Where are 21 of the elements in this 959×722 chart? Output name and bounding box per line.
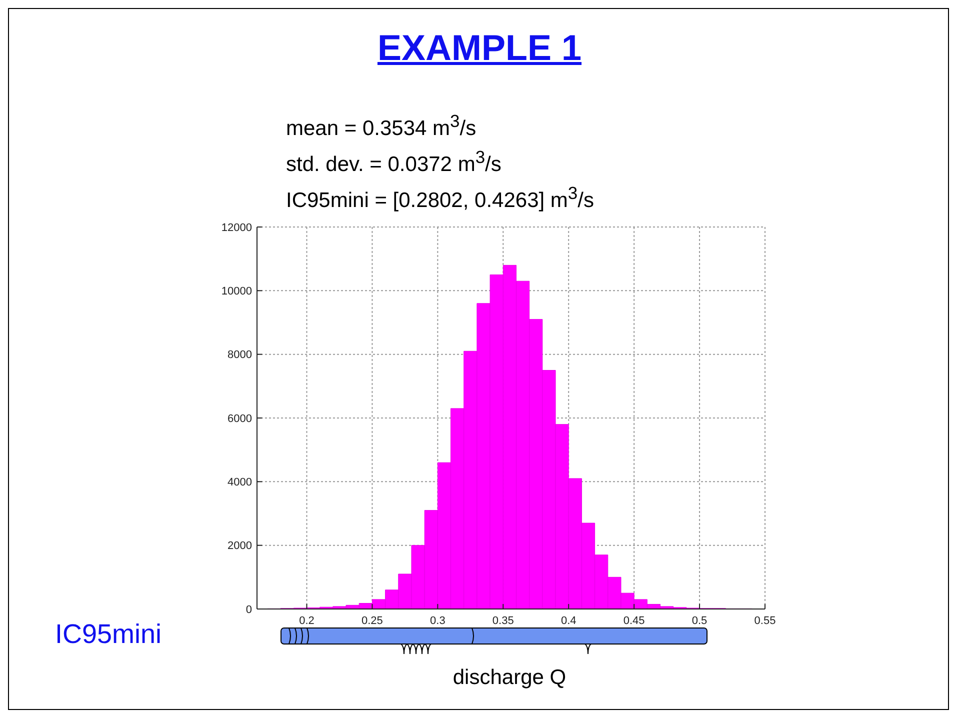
text: std. dev. = 0.0372 m$^{3}$/s [286, 146, 502, 178]
x-tick-label: 0.25 [362, 614, 383, 627]
y-tick-label: 0 [246, 604, 252, 616]
text: IC95mini [55, 619, 162, 650]
x-tick-label: 0.2 [299, 614, 314, 627]
x-tick-label: 0.35 [492, 614, 514, 627]
chart-title: EXAMPLE 1 [376, 27, 583, 69]
y-tick-label: 6000 [228, 412, 252, 425]
x-tick-label: 0.4 [560, 614, 576, 627]
x-tick-label: 0.45 [623, 614, 645, 627]
y-tick-label: 10000 [221, 286, 252, 298]
x-axis-title: discharge Q [452, 666, 568, 690]
x-tick-label: 0.5 [692, 614, 708, 627]
y-tick-label: 2000 [228, 540, 252, 552]
x-tick-label: 0.55 [754, 614, 776, 627]
x-tick-label: 0.3 [430, 614, 446, 627]
y-tick-label: 12000 [221, 222, 252, 234]
y-tick-label: 4000 [228, 476, 252, 489]
y-tick-label: 8000 [228, 349, 252, 362]
text: mean = 0.3534 m$^{3}$/s [286, 110, 478, 142]
text: IC95mini = [0.2802, 0.4263] m$^{3}$/s [286, 182, 594, 214]
